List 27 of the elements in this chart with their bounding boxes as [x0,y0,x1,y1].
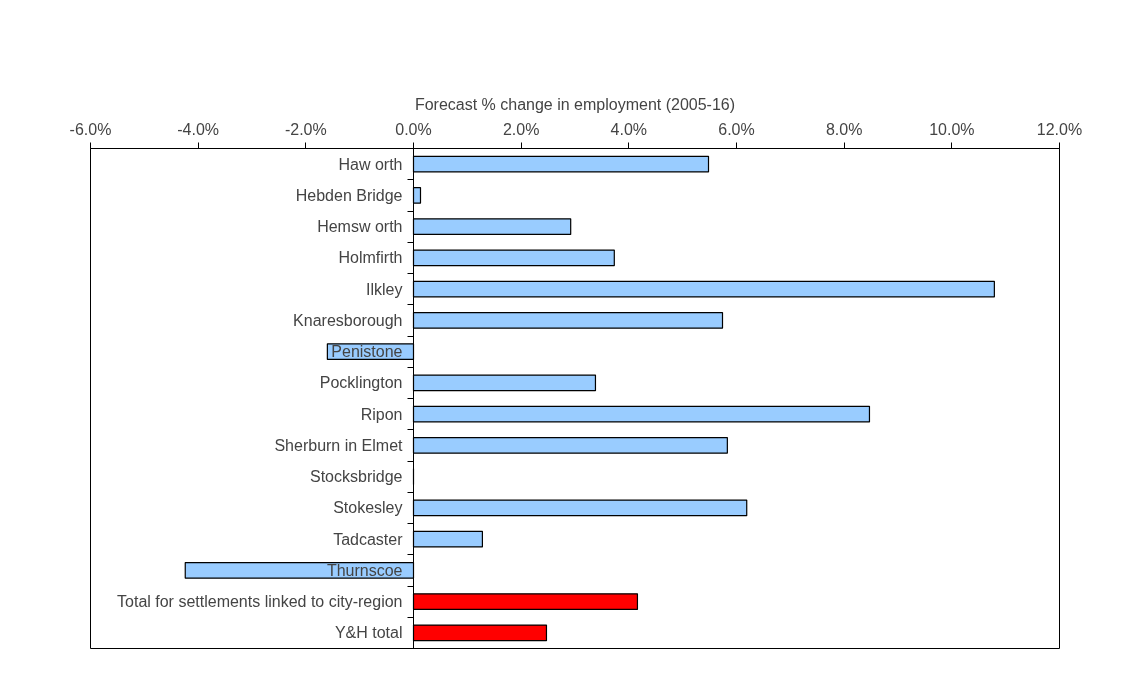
y-tick-label: Knaresborough [293,311,403,329]
y-tick-label: Y&H total [334,624,403,642]
y-tick-label: Thurnscoe [326,561,403,579]
y-tick-label: Hebden Bridge [295,186,403,204]
x-tick-label: -2.0% [284,120,327,138]
y-tick-label: Penistone [331,343,403,361]
y-tick-label: Total for settlements linked to city-region [117,593,403,611]
x-tick-label: -4.0% [177,120,220,138]
x-tick-label: 4.0% [610,120,648,138]
y-tick-label: Pocklington [319,374,403,392]
x-tick-label: 0.0% [395,120,432,138]
x-tick-label: 8.0% [825,120,863,138]
y-tick-label: Stocksbridge [310,468,403,486]
x-tick-label: 2.0% [502,120,540,138]
x-tick-label: 6.0% [718,120,755,138]
y-tick-label: Sherburn in Elmet [274,436,404,454]
y-tick-label: Ripon [360,405,403,423]
y-tick-label: Haw orth [338,155,403,173]
x-tick-label: 12.0% [1036,120,1083,138]
y-tick-label: Holmfirth [338,249,403,267]
x-tick-label: 10.0% [929,120,975,138]
x-axis-title: Forecast % change in employment (2005-16) [414,95,736,113]
y-tick-label: Tadcaster [333,530,404,548]
x-tick-label: -6.0% [69,120,112,138]
y-tick-label: Stokesley [333,499,403,517]
y-tick-label: Hemsw orth [317,218,403,236]
y-tick-label: Ilkley [366,280,403,298]
